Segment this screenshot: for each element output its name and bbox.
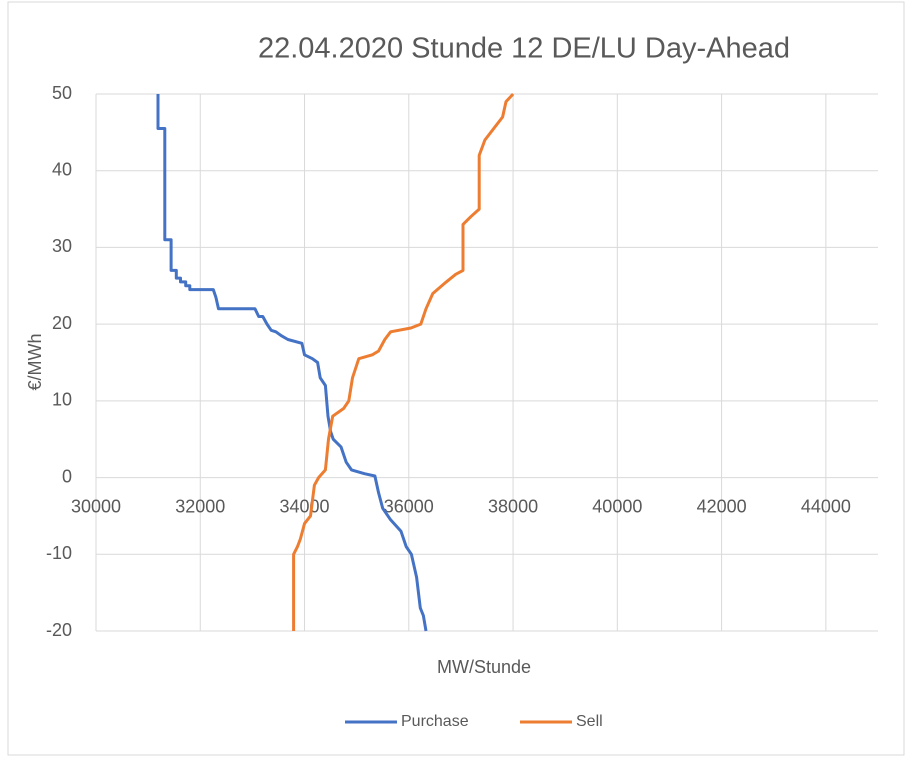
- legend-label: Purchase: [401, 713, 469, 730]
- y-tick-label: -10: [46, 543, 72, 563]
- y-tick-label: 20: [52, 313, 72, 333]
- x-axis-label: MW/Stunde: [437, 657, 531, 677]
- x-tick-label: 36000: [384, 496, 434, 516]
- x-tick-label: 44000: [801, 496, 851, 516]
- y-tick-label: 30: [52, 236, 72, 256]
- x-tick-label: 34000: [280, 496, 330, 516]
- y-tick-label: 50: [52, 83, 72, 103]
- x-tick-label: 42000: [697, 496, 747, 516]
- x-tick-label: 38000: [488, 496, 538, 516]
- legend-label: Sell: [576, 713, 603, 730]
- y-tick-label: -20: [46, 620, 72, 640]
- x-tick-label: 40000: [592, 496, 642, 516]
- x-tick-label: 32000: [175, 496, 225, 516]
- y-axis-label: €/MWh: [25, 333, 45, 390]
- series-line: [156, 94, 428, 632]
- series-line: [292, 92, 515, 631]
- chart-frame: [7, 1, 905, 756]
- y-tick-label: 10: [52, 390, 72, 410]
- chart-title: 22.04.2020 Stunde 12 DE/LU Day-Ahead: [258, 33, 790, 65]
- x-tick-label: 30000: [71, 496, 121, 516]
- y-tick-label: 40: [52, 159, 72, 179]
- y-tick-label: 0: [62, 466, 72, 486]
